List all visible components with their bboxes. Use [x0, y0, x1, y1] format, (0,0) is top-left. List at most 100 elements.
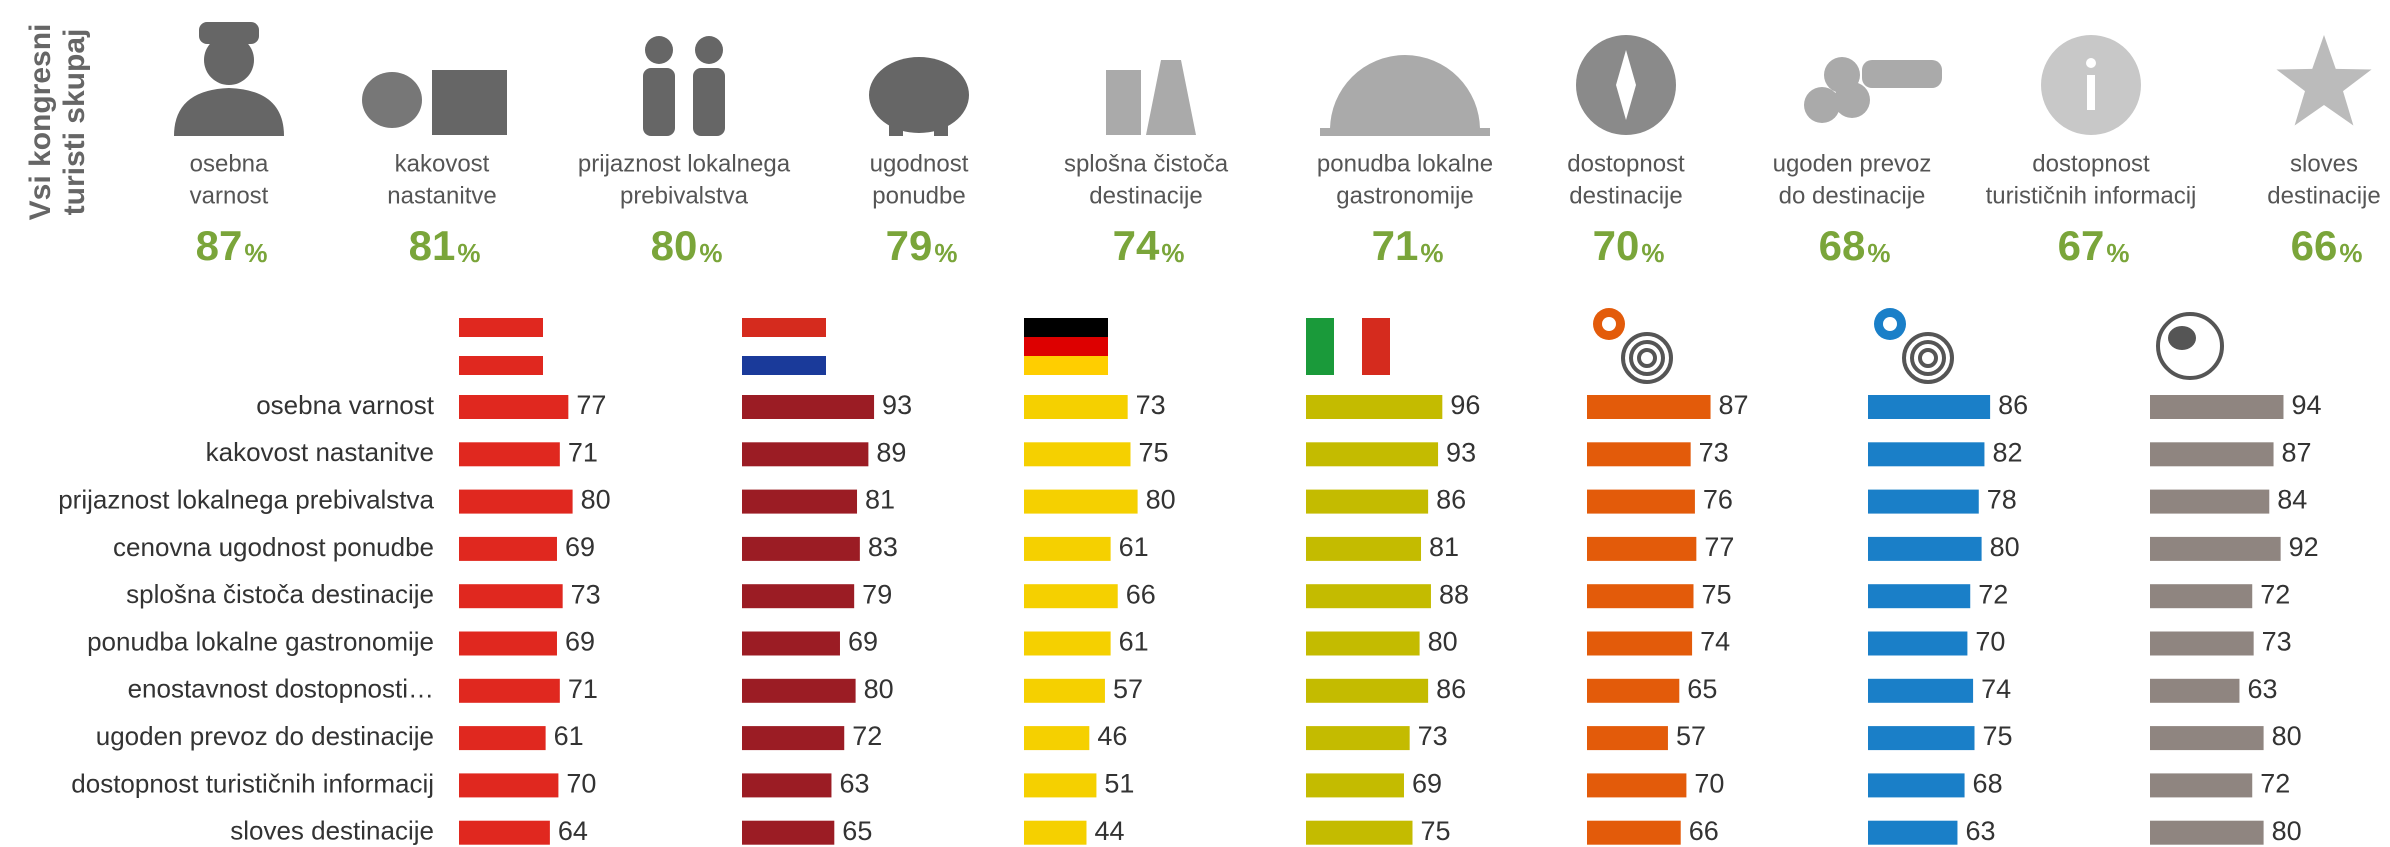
value-label: 72 — [2260, 769, 2290, 799]
icon-pig — [869, 57, 969, 133]
bar — [1024, 773, 1096, 797]
summary-label: do destinacije — [1779, 182, 1926, 209]
value-label: 70 — [1694, 769, 1724, 799]
summary-label: destinacije — [2267, 182, 2380, 209]
pin-hole — [1883, 317, 1897, 331]
bar — [1868, 584, 1970, 608]
value-label: 73 — [571, 579, 601, 609]
bar — [1024, 490, 1138, 514]
bar — [1306, 679, 1428, 703]
value-label: 71 — [568, 437, 598, 467]
value-label: 65 — [842, 816, 872, 846]
icon-coin — [1824, 57, 1860, 93]
summary-label: dostopnost — [1567, 150, 1685, 177]
bar — [1024, 726, 1089, 750]
flag-stripe — [1306, 318, 1334, 375]
icon — [1106, 60, 1196, 135]
value-label: 46 — [1097, 721, 1127, 751]
bar — [459, 632, 557, 656]
value-label: 93 — [1446, 437, 1476, 467]
value-label: 75 — [1139, 437, 1169, 467]
summary-label: splošna čistoča — [1064, 150, 1229, 177]
flag-stripe — [742, 318, 826, 337]
value-label: 69 — [1412, 769, 1442, 799]
value-label: 94 — [2291, 390, 2321, 420]
icon — [1320, 55, 1490, 136]
bar — [459, 679, 560, 703]
icon — [869, 57, 969, 136]
flag-stripe — [1024, 337, 1108, 356]
bar — [459, 537, 557, 561]
bar — [1587, 537, 1696, 561]
flag — [742, 318, 826, 375]
target-ring — [1639, 350, 1655, 366]
bar — [1306, 584, 1431, 608]
bar — [1024, 632, 1111, 656]
flag-stripe — [742, 337, 826, 356]
value-label: 65 — [1687, 674, 1717, 704]
summary-unit: % — [699, 238, 722, 268]
value-label: 89 — [876, 437, 906, 467]
icon-pan — [1106, 70, 1141, 135]
bar — [2150, 726, 2264, 750]
value-label: 75 — [1421, 816, 1451, 846]
summary-label: ponudba lokalne — [1317, 150, 1493, 177]
value-label: 69 — [565, 627, 595, 657]
value-label: 77 — [1704, 532, 1734, 562]
value-label: 96 — [1450, 390, 1480, 420]
value-label: 73 — [2262, 627, 2292, 657]
summary-unit: % — [1641, 238, 1664, 268]
summary-label: ugodnost — [870, 150, 969, 177]
icon-plate — [1320, 128, 1490, 136]
summary-label: sloves — [2290, 150, 2358, 177]
summary-unit: % — [244, 238, 267, 268]
summary-label: destinacije — [1569, 182, 1682, 209]
value-label: 80 — [1146, 485, 1176, 515]
flag — [1024, 318, 1108, 375]
icon — [2276, 35, 2371, 125]
value-label: 83 — [868, 532, 898, 562]
row-label: dostopnost turističnih informacij — [71, 768, 434, 798]
icon-broom — [1146, 60, 1196, 135]
flag-stripe — [459, 318, 543, 337]
icon-car — [1862, 60, 1942, 88]
bar — [742, 395, 874, 419]
value-label: 63 — [2247, 674, 2277, 704]
value-label: 68 — [1973, 769, 2003, 799]
flag-stripe — [1334, 318, 1362, 375]
value-label: 64 — [558, 816, 588, 846]
globe-land — [2168, 326, 2196, 350]
icon-leg — [934, 120, 948, 136]
bar — [742, 442, 868, 466]
icon — [2041, 35, 2141, 135]
value-label: 70 — [566, 769, 596, 799]
value-label: 80 — [581, 485, 611, 515]
value-label: 77 — [576, 390, 606, 420]
bar — [742, 537, 860, 561]
icon-body — [174, 88, 284, 136]
summary-label: destinacije — [1089, 182, 1202, 209]
value-label: 57 — [1676, 721, 1706, 751]
icon — [643, 36, 725, 136]
bar — [1306, 537, 1421, 561]
bar — [742, 679, 856, 703]
row-label: sloves destinacije — [230, 816, 434, 846]
value-label: 88 — [1439, 579, 1469, 609]
icon-body — [693, 68, 725, 136]
summary-value: 80 — [651, 222, 698, 269]
row-label: splošna čistoča destinacije — [126, 579, 434, 609]
value-label: 73 — [1418, 721, 1448, 751]
summary-value: 74 — [1113, 222, 1160, 269]
bar — [459, 395, 568, 419]
bar — [1868, 821, 1957, 845]
summary-label: prijaznost lokalnega — [578, 150, 791, 177]
row-label: cenovna ugodnost ponudbe — [113, 532, 434, 562]
summary-value: 71 — [1372, 222, 1419, 269]
value-label: 61 — [1119, 627, 1149, 657]
value-label: 86 — [1436, 674, 1466, 704]
value-label: 73 — [1699, 437, 1729, 467]
bar — [1024, 442, 1131, 466]
value-label: 63 — [1965, 816, 1995, 846]
bar — [459, 490, 573, 514]
value-label: 69 — [565, 532, 595, 562]
